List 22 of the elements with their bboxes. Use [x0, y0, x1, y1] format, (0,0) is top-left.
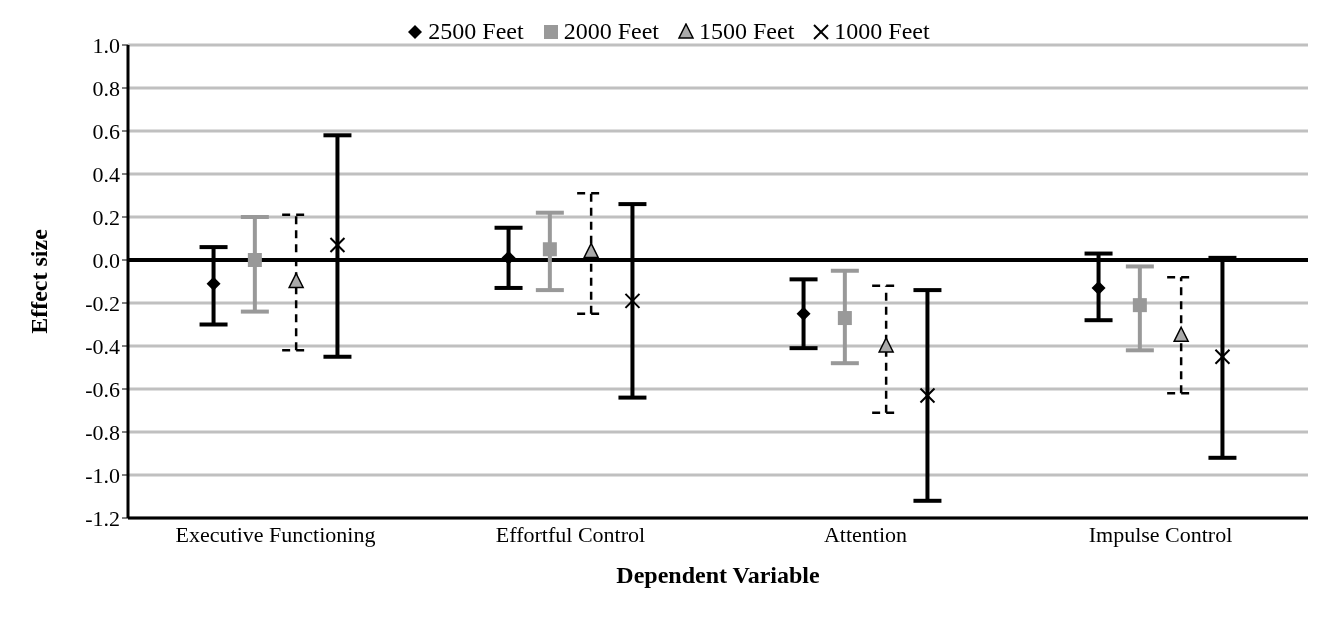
y-tick-label: -1.2	[85, 505, 120, 531]
legend-label: 1500 Feet	[699, 18, 795, 45]
y-tick-label: -0.8	[85, 419, 120, 445]
x-tick-label: Impulse Control	[1088, 521, 1233, 547]
y-tick-label: 0.0	[92, 247, 120, 273]
legend-label: 2500 Feet	[428, 18, 524, 45]
x-tick-label: Attention	[823, 521, 908, 547]
x-tick-label: Effortful Control	[495, 521, 646, 547]
y-tick-label: 0.2	[92, 204, 120, 230]
y-tick-label: 0.4	[92, 161, 120, 187]
y-axis-title: Effect size	[25, 228, 52, 334]
x-tick-label: Executive Functioning	[175, 521, 376, 547]
y-tick-label: -1.0	[85, 462, 120, 488]
x-axis-title: Dependent Variable	[616, 562, 821, 588]
y-tick-label: -0.6	[85, 376, 120, 402]
y-tick-label: 0.6	[92, 118, 120, 144]
y-tick-label: 1.0	[92, 32, 120, 58]
y-tick-label: -0.2	[85, 290, 120, 316]
legend-label: 2000 Feet	[563, 18, 659, 45]
legend-label: 1000 Feet	[834, 18, 930, 45]
y-tick-label: 0.8	[92, 75, 120, 101]
y-tick-label: -0.4	[85, 333, 120, 359]
